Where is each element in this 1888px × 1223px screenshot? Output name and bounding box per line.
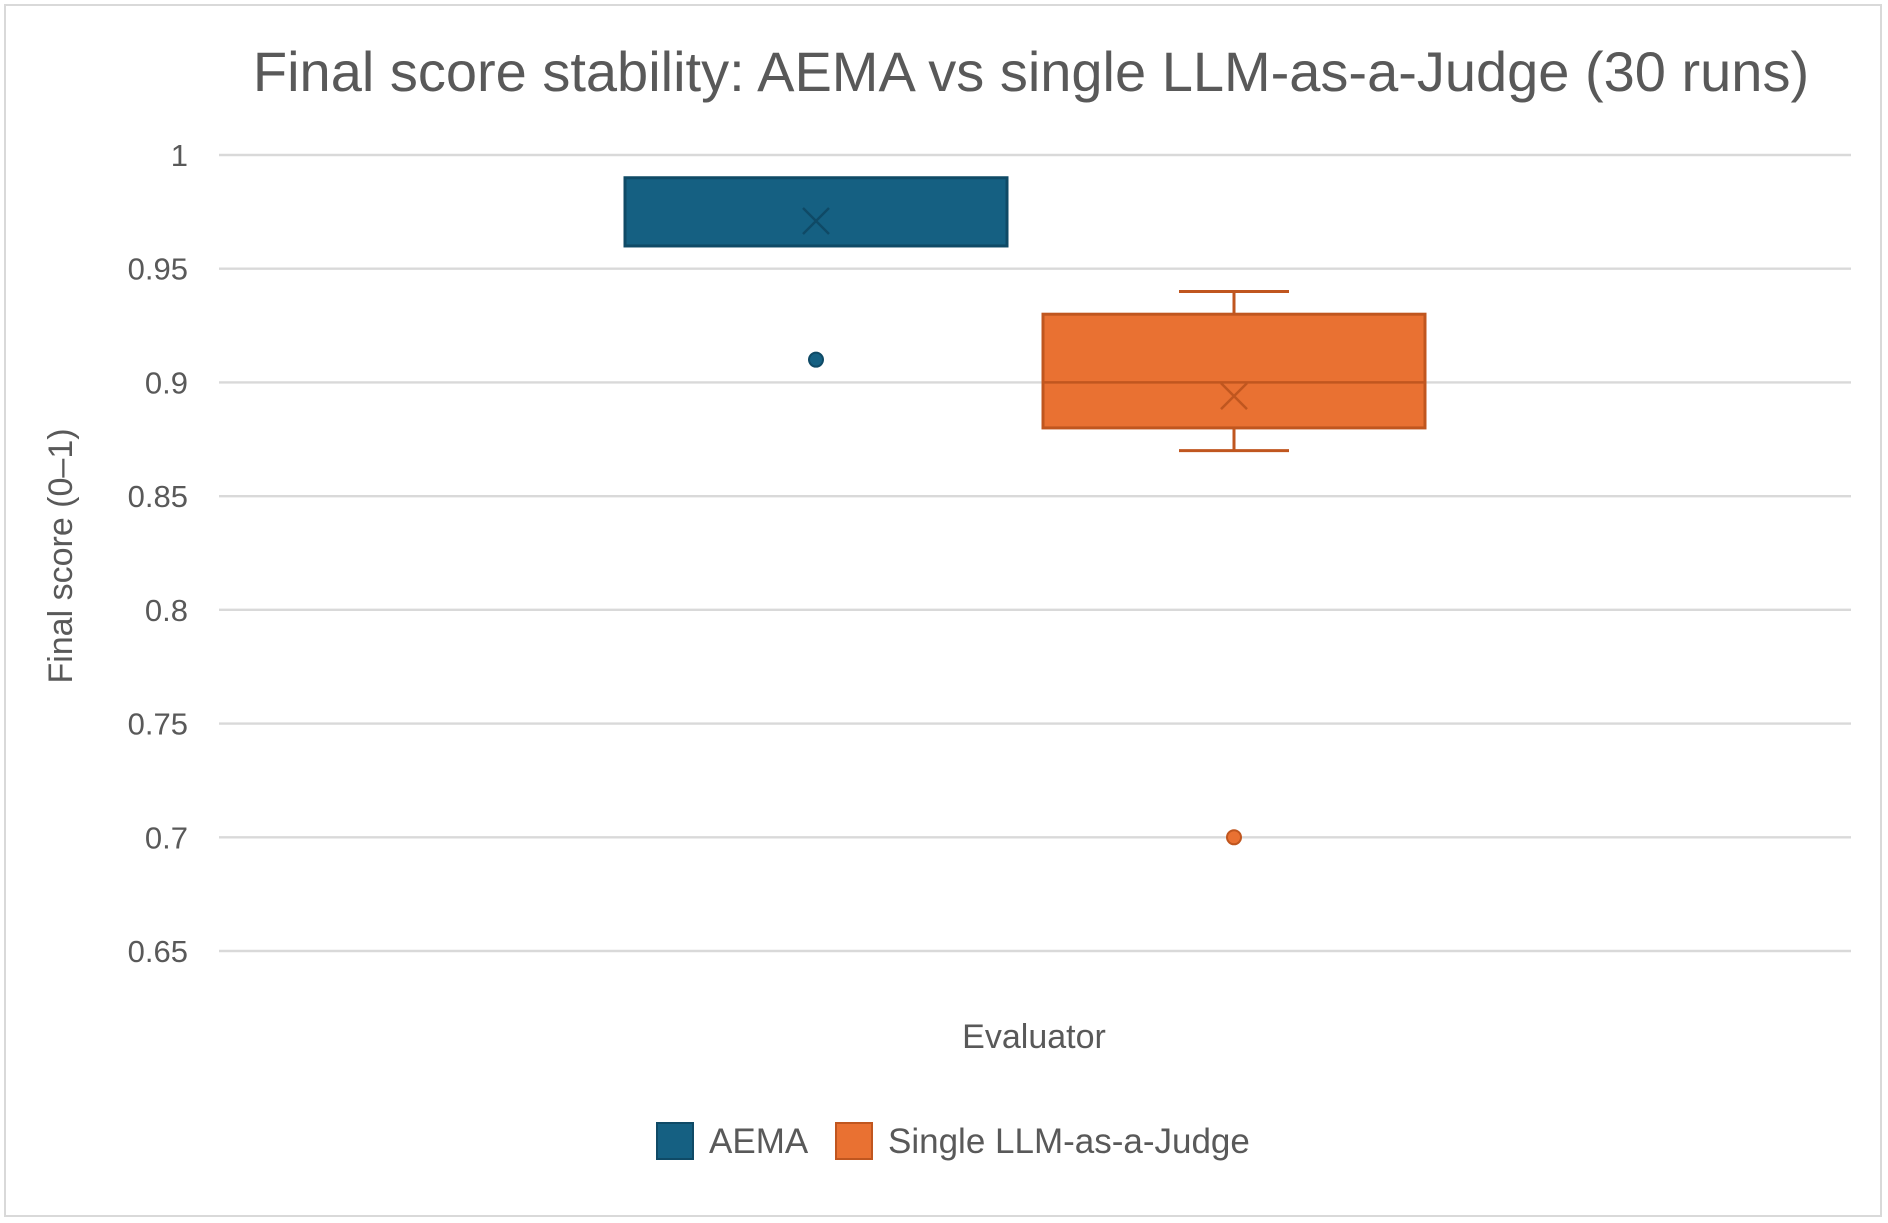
y-tick-label: 0.8 — [145, 593, 188, 628]
y-tick-labels: 1 0.95 0.9 0.85 0.8 0.75 0.7 0.65 — [128, 138, 188, 969]
y-tick-label: 0.95 — [128, 252, 188, 287]
chart-svg: Final score stability: AEMA vs single LL… — [42, 40, 1851, 1161]
mean-marker — [802, 207, 830, 235]
box-aema — [623, 176, 1009, 368]
box-plots — [623, 176, 1427, 846]
y-tick-label: 0.75 — [128, 707, 188, 742]
y-axis-title: Final score (0–1) — [42, 428, 80, 683]
legend-swatch — [656, 1122, 694, 1160]
gridlines — [219, 153, 1851, 953]
legend: AEMA Single LLM-as-a-Judge — [656, 1122, 1250, 1161]
x-axis-title: Evaluator — [962, 1018, 1106, 1056]
outlier-point — [808, 351, 824, 368]
y-tick-label: 0.85 — [128, 479, 188, 514]
y-tick-label: 1 — [171, 138, 188, 173]
box-single-llm-as-a-judge — [1041, 289, 1427, 846]
outlier-point — [1226, 829, 1242, 846]
box-iqr — [623, 176, 1009, 248]
y-tick-label: 0.9 — [145, 365, 188, 400]
legend-label: Single LLM-as-a-Judge — [888, 1122, 1250, 1161]
legend-label: AEMA — [709, 1122, 809, 1161]
y-tick-label: 0.7 — [145, 820, 188, 855]
mean-marker — [1220, 382, 1248, 410]
box-iqr — [1041, 312, 1427, 430]
legend-swatch — [835, 1122, 873, 1160]
chart-frame: Final score stability: AEMA vs single LL… — [4, 4, 1882, 1217]
chart-title: Final score stability: AEMA vs single LL… — [253, 40, 1809, 103]
y-tick-label: 0.65 — [128, 934, 188, 969]
